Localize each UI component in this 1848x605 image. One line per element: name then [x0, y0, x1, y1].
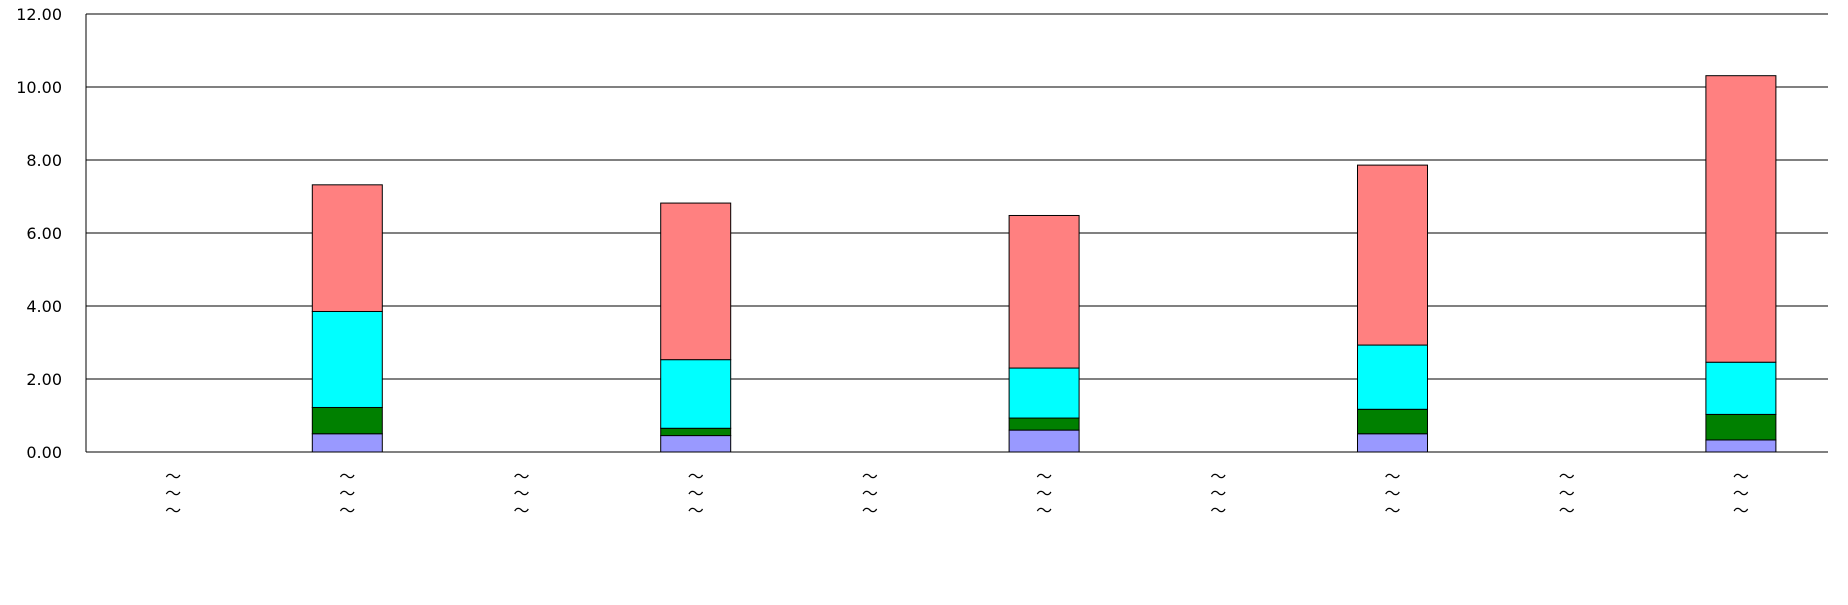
bar-segment-series-1-cat-6: [1009, 430, 1079, 452]
bar-segment-series-2-cat-8: [1358, 409, 1428, 433]
x-category-label: 〜〜〜: [688, 467, 704, 520]
bar-segment-series-1-cat-8: [1358, 434, 1428, 452]
bar-segment-series-4-cat-8: [1358, 165, 1428, 345]
bar-segment-series-4-cat-4: [661, 203, 731, 360]
bar-segment-series-2-cat-2: [312, 407, 382, 433]
bar-segment-series-2-cat-4: [661, 428, 731, 435]
y-tick-label: 10.00: [16, 78, 62, 97]
x-axis-category-labels: 〜〜〜〜〜〜〜〜〜〜〜〜〜〜〜〜〜〜〜〜〜〜〜〜〜〜〜〜〜〜: [165, 467, 1749, 520]
bar-segment-series-2-cat-6: [1009, 418, 1079, 430]
x-category-label: 〜〜〜: [1733, 467, 1749, 520]
x-category-label-glyph: 〜: [1036, 501, 1052, 520]
x-category-label-glyph: 〜: [339, 501, 355, 520]
bar-segment-series-1-cat-2: [312, 434, 382, 452]
x-category-label-glyph: 〜: [1384, 501, 1400, 520]
x-category-label-glyph: 〜: [688, 501, 704, 520]
y-tick-label: 2.00: [26, 370, 62, 389]
x-category-label: 〜〜〜: [339, 467, 355, 520]
y-tick-label: 6.00: [26, 224, 62, 243]
y-tick-label: 8.00: [26, 151, 62, 170]
bar-segment-series-3-cat-4: [661, 360, 731, 429]
y-tick-label: 4.00: [26, 297, 62, 316]
bar-segment-series-4-cat-6: [1009, 215, 1079, 368]
y-tick-label: 0.00: [26, 443, 62, 462]
bar-segment-series-3-cat-6: [1009, 368, 1079, 418]
x-category-label-glyph: 〜: [165, 501, 181, 520]
x-category-label: 〜〜〜: [1384, 467, 1400, 520]
bar-segment-series-3-cat-10: [1706, 362, 1776, 414]
y-tick-label: 12.00: [16, 5, 62, 24]
x-category-label-glyph: 〜: [513, 501, 529, 520]
x-category-label: 〜〜〜: [165, 467, 181, 520]
bar-segment-series-1-cat-10: [1706, 440, 1776, 452]
y-axis-tick-labels: 0.00 2.00 4.00 6.00 8.00 10.00 12.00: [16, 5, 62, 462]
x-category-label: 〜〜〜: [513, 467, 529, 520]
bars: [312, 76, 1776, 452]
bar-segment-series-3-cat-2: [312, 311, 382, 407]
bar-segment-series-1-cat-4: [661, 436, 731, 452]
x-category-label-glyph: 〜: [1733, 501, 1749, 520]
x-category-label-glyph: 〜: [1559, 501, 1575, 520]
x-category-label: 〜〜〜: [862, 467, 878, 520]
x-category-label: 〜〜〜: [1036, 467, 1052, 520]
bar-segment-series-2-cat-10: [1706, 414, 1776, 440]
bar-segment-series-4-cat-2: [312, 185, 382, 312]
x-category-label: 〜〜〜: [1559, 467, 1575, 520]
x-category-label-glyph: 〜: [1210, 501, 1226, 520]
bar-segment-series-3-cat-8: [1358, 345, 1428, 409]
x-category-label: 〜〜〜: [1210, 467, 1226, 520]
x-category-label-glyph: 〜: [862, 501, 878, 520]
bar-segment-series-4-cat-10: [1706, 76, 1776, 363]
